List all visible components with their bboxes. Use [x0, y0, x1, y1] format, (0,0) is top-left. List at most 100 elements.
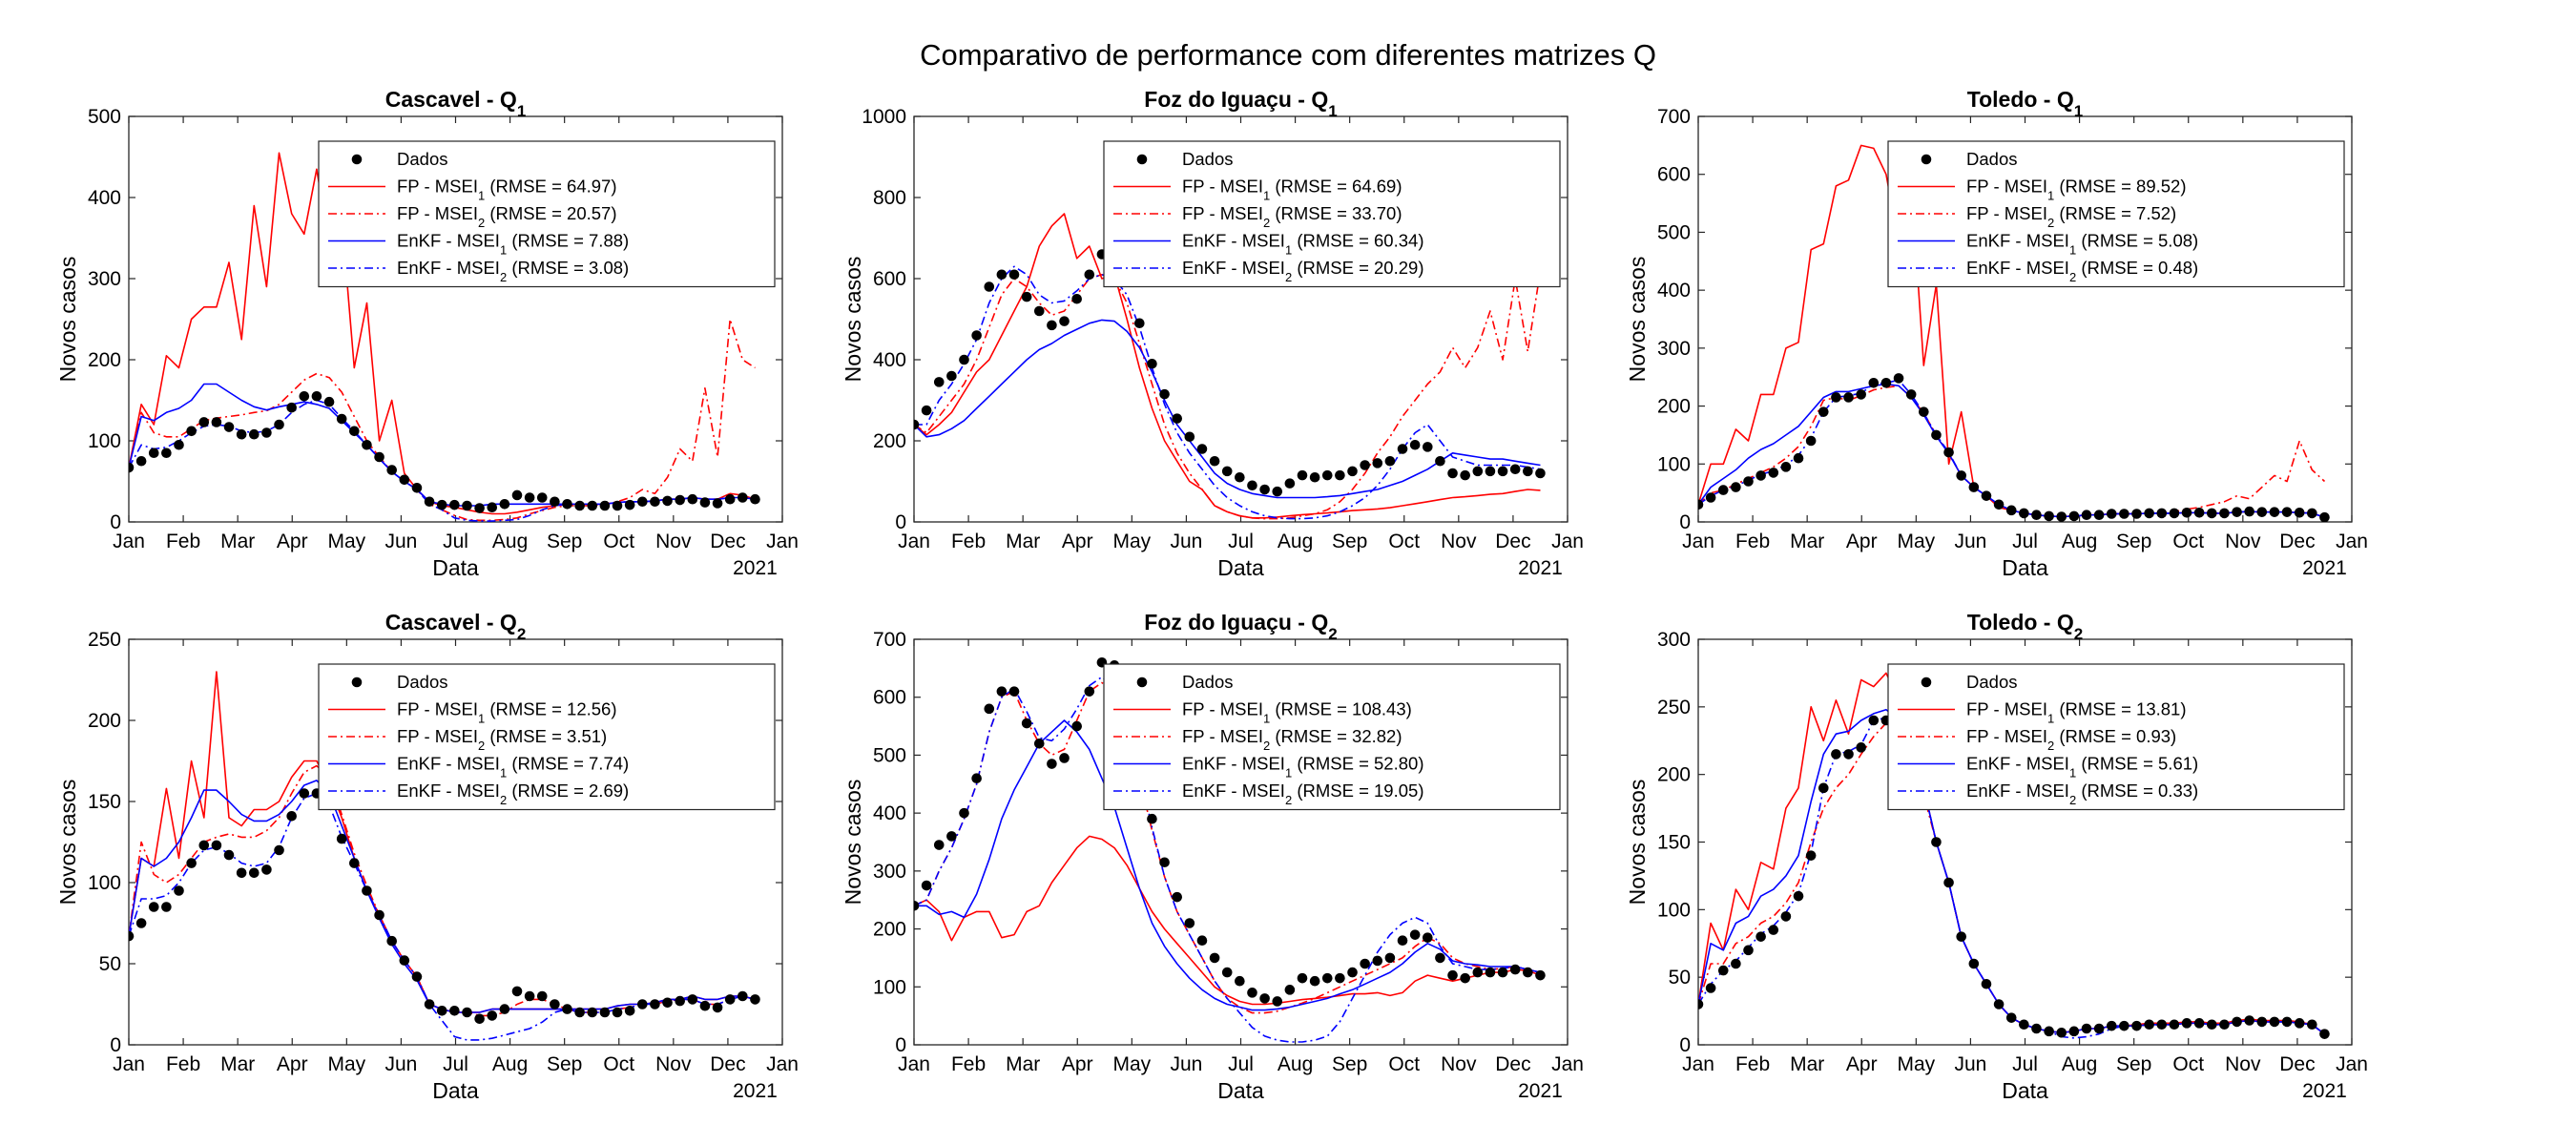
panel-title: Cascavel - Q1	[385, 87, 527, 120]
data-point	[996, 269, 1008, 281]
data-point	[1309, 975, 1320, 987]
data-point	[1447, 468, 1458, 479]
legend: Dados FP - MSEI1 (RMSE = 12.56)FP - MSEI2…	[318, 663, 776, 811]
legend-label: FP - MSEI2 (RMSE = 7.52)	[1966, 203, 2176, 230]
x-tick-label: Aug	[1278, 531, 1313, 552]
data-point	[1705, 983, 1716, 993]
data-point	[1021, 718, 1032, 729]
x-tick-label: Jan	[898, 531, 930, 552]
data-point	[550, 496, 560, 508]
data-point	[1931, 837, 1942, 847]
data-point	[524, 990, 535, 1002]
data-point	[1868, 715, 1880, 726]
data-point	[174, 885, 184, 896]
data-point	[362, 885, 372, 896]
data-point	[148, 902, 159, 912]
data-point	[2093, 1023, 2105, 1034]
x-axis-label: Data	[1217, 1078, 1264, 1103]
data-point	[1221, 466, 1233, 477]
data-point	[411, 483, 423, 493]
data-point	[933, 840, 945, 850]
data-point	[1335, 972, 1345, 984]
legend-label: FP - MSEI1 (RMSE = 108.43)	[1182, 699, 1412, 726]
data-point	[349, 426, 360, 437]
data-point	[2031, 510, 2042, 521]
data-point	[675, 494, 685, 506]
data-point	[1321, 469, 1333, 481]
series-line-2	[1698, 719, 2325, 1035]
x-tick-label: Jul	[443, 531, 468, 552]
data-point	[248, 428, 260, 440]
data-point	[724, 493, 736, 505]
data-point	[1047, 320, 1057, 331]
x-tick-label: Mar	[1006, 531, 1040, 552]
legend-label: FP - MSEI2 (RMSE = 3.51)	[397, 726, 607, 753]
data-point	[612, 500, 623, 511]
data-point	[1184, 918, 1195, 928]
x-tick-label: Feb	[1735, 531, 1770, 552]
data-point	[462, 1007, 472, 1018]
data-point	[362, 439, 372, 450]
data-point	[914, 419, 920, 430]
data-point	[323, 396, 335, 407]
x-tick-label: Mar	[220, 531, 255, 552]
data-point	[436, 499, 447, 510]
y-tick-label: 700	[873, 629, 906, 651]
data-point	[2206, 1019, 2217, 1030]
data-point	[1172, 413, 1183, 424]
data-point	[2281, 507, 2293, 517]
data-point	[1159, 857, 1170, 868]
legend-label: Dados	[397, 149, 447, 169]
y-tick-label: 200	[873, 919, 906, 941]
y-tick-label: 200	[88, 349, 121, 371]
x-tick-label: Dec	[2279, 1053, 2315, 1075]
data-point	[1868, 377, 1880, 388]
legend-box	[1887, 663, 2345, 811]
data-point	[1422, 932, 1433, 943]
x-tick-label: Jul	[2012, 1053, 2038, 1075]
x-tick-label: Feb	[951, 531, 986, 552]
legend-label: EnKF - MSEI2 (RMSE = 3.08)	[397, 258, 629, 284]
x-tick-label: Jan	[766, 1053, 799, 1075]
x-tick-label: May	[327, 531, 365, 552]
data-point	[599, 1007, 611, 1018]
data-point	[474, 503, 485, 513]
data-point	[261, 427, 272, 438]
data-point	[2307, 508, 2317, 519]
y-tick-label: 100	[1657, 453, 1691, 475]
data-point	[1071, 293, 1082, 304]
data-point	[436, 1006, 447, 1016]
data-point	[1460, 469, 1470, 481]
y-tick-label: 300	[873, 861, 906, 883]
data-point	[1259, 484, 1270, 495]
x-tick-label: Oct	[603, 1053, 634, 1075]
data-point	[2019, 1019, 2029, 1030]
data-point	[2244, 1015, 2254, 1026]
legend-label: FP - MSEI1 (RMSE = 89.52)	[1966, 177, 2187, 203]
data-point	[2206, 508, 2217, 519]
data-point	[712, 498, 723, 509]
data-point	[1956, 470, 1967, 481]
y-tick-label: 200	[873, 430, 906, 452]
data-point	[1743, 476, 1754, 487]
data-point	[1993, 499, 2005, 510]
data-point	[687, 994, 698, 1005]
data-point	[374, 451, 384, 463]
legend-label: FP - MSEI2 (RMSE = 20.57)	[397, 203, 617, 230]
x-tick-label: Aug	[492, 1053, 528, 1075]
data-point	[2031, 1023, 2042, 1034]
x-year-label: 2021	[1518, 557, 1563, 579]
data-point	[1968, 482, 1980, 492]
data-point	[1409, 929, 1421, 940]
x-tick-label: May	[1112, 1053, 1151, 1075]
data-point	[223, 849, 235, 861]
data-point	[1084, 686, 1095, 697]
data-point	[1793, 890, 1804, 902]
legend-label: FP - MSEI1 (RMSE = 64.69)	[1182, 177, 1402, 203]
legend: Dados FP - MSEI1 (RMSE = 89.52)FP - MSEI2…	[1887, 140, 2345, 288]
data-point	[1409, 439, 1421, 450]
y-axis-label: Novos casos	[841, 257, 865, 383]
plot-area	[914, 656, 1546, 1043]
x-tick-label: Nov	[655, 1053, 692, 1075]
data-point	[2056, 511, 2067, 522]
